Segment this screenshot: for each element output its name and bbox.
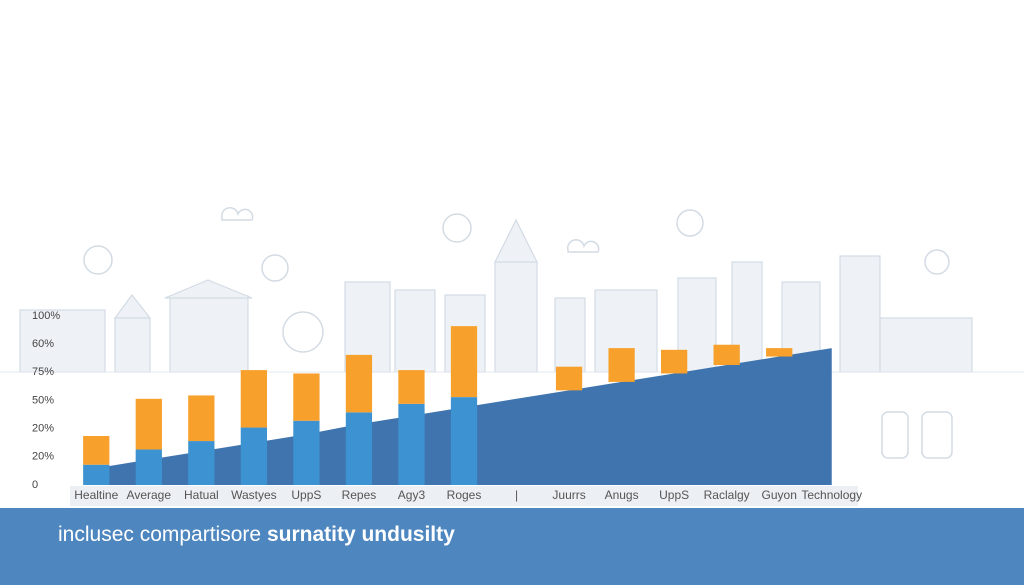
bar-segment: [83, 435, 110, 465]
bar-segment: [135, 398, 162, 450]
x-tick-label: Technology: [801, 488, 862, 502]
chart-title: inclusec compartisore surnatity undusilt…: [58, 523, 455, 546]
bar-segment: [398, 403, 425, 485]
y-tick-label: 75%: [32, 366, 54, 378]
bar-segment: [83, 464, 110, 485]
y-tick-label: 20%: [32, 451, 54, 463]
x-tick-label: Average: [127, 488, 172, 502]
x-tick-label: Healtine: [74, 488, 118, 502]
bar-segment: [661, 349, 688, 374]
y-tick-label: 20%: [32, 423, 54, 435]
skyline-decoration: [0, 207, 1024, 459]
x-tick-label: UppS: [659, 488, 689, 502]
bar-segment: [293, 373, 320, 421]
x-tick-label: Juurrs: [552, 488, 585, 502]
x-tick-label: UppS: [291, 488, 321, 502]
x-tick-label: Anugs: [605, 488, 639, 502]
x-tick-label: Guyon: [762, 488, 797, 502]
title-text: inclusec compartisore: [58, 523, 261, 546]
x-tick-label: Raclalgy: [704, 488, 750, 502]
bar-segment: [608, 348, 635, 382]
x-tick-label: |: [515, 488, 518, 502]
y-tick-label: 100%: [32, 310, 60, 322]
title-emphasis: surnatity undusilty: [267, 523, 455, 546]
bar-segment: [713, 344, 740, 366]
bar-segment: [345, 412, 373, 485]
bar-segment: [766, 348, 793, 357]
bar-segment: [188, 441, 215, 485]
x-tick-label: Hatual: [184, 488, 219, 502]
y-tick-label: 0: [32, 479, 38, 491]
bar-segment: [398, 370, 425, 404]
bar-segment: [188, 395, 215, 442]
x-tick-label: Wastyes: [231, 488, 277, 502]
bar-segment: [555, 366, 583, 391]
x-axis-strip: [70, 486, 858, 506]
bar-segment: [240, 427, 267, 485]
x-tick-label: Agy3: [398, 488, 426, 502]
bar-segment: [450, 326, 478, 398]
title-banner: [0, 508, 1024, 585]
y-tick-label: 50%: [32, 394, 54, 406]
bar-segment: [450, 397, 478, 485]
x-tick-label: Roges: [447, 488, 482, 502]
bar-segment: [135, 449, 162, 485]
bar-segment: [293, 420, 320, 485]
y-tick-label: 60%: [32, 338, 54, 350]
bar-segment: [240, 370, 267, 428]
x-tick-label: Repes: [342, 488, 377, 502]
bar-segment: [345, 354, 373, 413]
